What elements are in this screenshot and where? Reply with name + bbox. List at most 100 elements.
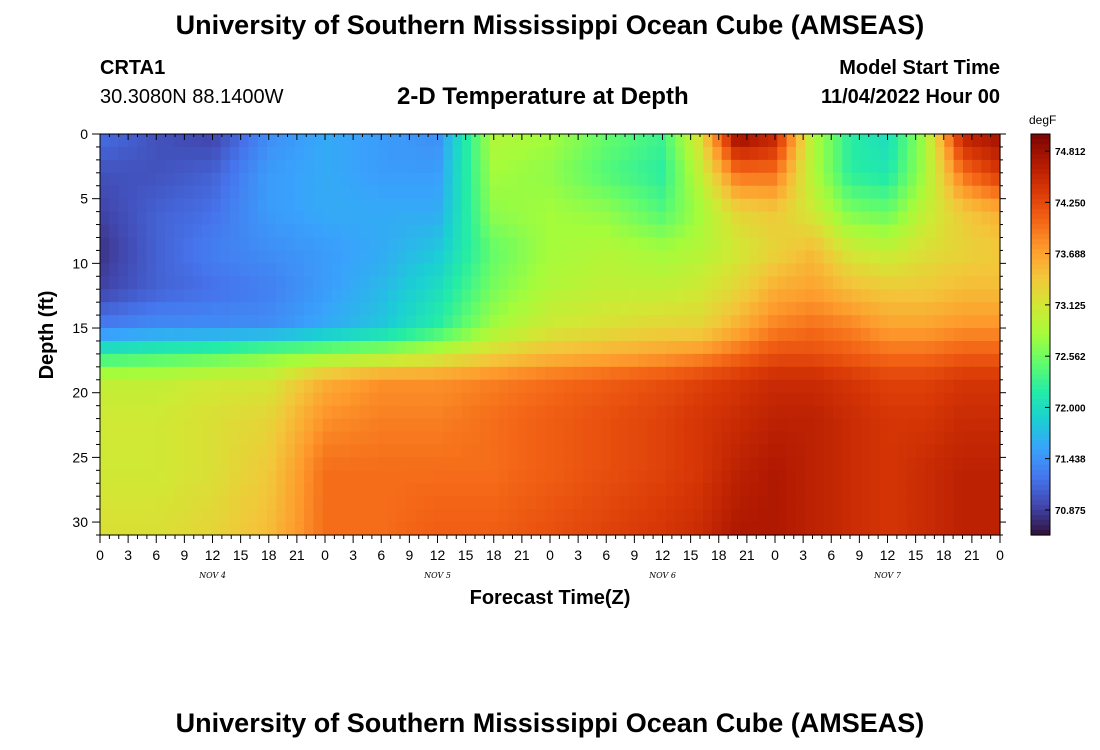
heatmap-cell xyxy=(424,185,435,200)
heatmap-cell xyxy=(656,509,667,523)
colorbar-label: 72.562 xyxy=(1055,352,1086,363)
heatmap-cell xyxy=(842,224,853,239)
heatmap-cell xyxy=(498,250,509,264)
colorbar-unit: degF xyxy=(1029,113,1056,127)
heatmap-cell xyxy=(174,172,185,187)
heatmap-cell xyxy=(916,172,927,187)
heatmap-cell xyxy=(925,392,936,407)
heatmap-cell xyxy=(489,198,500,213)
heatmap-cell xyxy=(962,302,973,316)
heatmap-cell xyxy=(610,392,621,407)
heatmap-cell xyxy=(563,483,574,497)
heatmap-cell xyxy=(563,522,574,536)
heatmap-cell xyxy=(359,237,370,252)
heatmap-cell xyxy=(517,146,528,161)
colorbar-band xyxy=(1031,529,1050,536)
heatmap-cell xyxy=(740,134,751,148)
heatmap-cell xyxy=(183,198,194,213)
heatmap-cell xyxy=(248,328,259,342)
heatmap-cell xyxy=(962,328,973,342)
heatmap-cell xyxy=(647,405,658,420)
heatmap-cell xyxy=(703,198,713,213)
heatmap-cell xyxy=(990,431,1001,446)
heatmap-cell xyxy=(554,146,565,161)
heatmap-cell xyxy=(452,366,463,381)
heatmap-cell xyxy=(582,366,593,381)
heatmap-cell xyxy=(749,211,760,226)
heatmap-cell xyxy=(322,470,333,484)
heatmap-cell xyxy=(267,134,277,148)
colorbar-band xyxy=(1031,279,1050,285)
heatmap-cell xyxy=(461,418,472,433)
colorbar-band xyxy=(1031,249,1050,255)
heatmap-cell xyxy=(703,470,713,484)
heatmap-cell xyxy=(350,431,361,446)
heatmap-cell xyxy=(359,224,370,239)
heatmap-cell xyxy=(935,185,945,200)
heatmap-cell xyxy=(434,134,444,148)
heatmap-cell xyxy=(443,444,454,458)
heatmap-cell xyxy=(777,444,788,458)
heatmap-cell xyxy=(935,366,945,381)
heatmap-cell xyxy=(118,185,129,200)
heatmap-cell xyxy=(805,276,816,290)
heatmap-cell xyxy=(526,302,537,316)
heatmap-cell xyxy=(749,418,760,433)
heatmap-cell xyxy=(406,134,417,148)
heatmap-cell xyxy=(285,276,296,290)
heatmap-cell xyxy=(768,457,778,471)
heatmap-cell xyxy=(443,418,454,433)
heatmap-cell xyxy=(378,146,389,161)
heatmap-cell xyxy=(860,418,871,433)
heatmap-cell xyxy=(758,315,769,329)
heatmap-cell xyxy=(109,172,120,187)
heatmap-cell xyxy=(925,522,936,536)
heatmap-cell xyxy=(183,470,194,484)
heatmap-cell xyxy=(118,353,129,368)
heatmap-cell xyxy=(619,328,630,342)
heatmap-cell xyxy=(359,496,370,510)
heatmap-cell xyxy=(601,302,611,316)
heatmap-cell xyxy=(396,159,407,174)
colorbar-band xyxy=(1031,354,1050,361)
heatmap-cell xyxy=(573,379,584,394)
heatmap-cell xyxy=(554,509,565,523)
colorbar-band xyxy=(1031,134,1050,140)
heatmap-cell xyxy=(888,315,899,329)
heatmap-cell xyxy=(972,379,983,394)
heatmap-cell xyxy=(118,159,129,174)
heatmap-cell xyxy=(712,340,723,355)
heatmap-cell xyxy=(424,146,435,161)
heatmap-cell xyxy=(174,302,185,316)
heatmap-cell xyxy=(675,392,686,407)
heatmap-cell xyxy=(990,211,1001,226)
heatmap-cell xyxy=(972,263,983,277)
heatmap-cell xyxy=(879,379,890,394)
colorbar-band xyxy=(1031,339,1050,346)
x-tick-label: 18 xyxy=(486,547,502,563)
heatmap-cell xyxy=(220,315,231,329)
heatmap-cell xyxy=(619,509,630,523)
heatmap-cell xyxy=(925,159,936,174)
heatmap-cell xyxy=(962,522,973,536)
heatmap-cell xyxy=(972,211,983,226)
heatmap-cell xyxy=(322,392,333,407)
heatmap-cell xyxy=(814,366,825,381)
heatmap-cell xyxy=(257,198,268,213)
heatmap-cell xyxy=(749,328,760,342)
colorbar-band xyxy=(1031,304,1050,311)
heatmap-cell xyxy=(461,224,472,239)
heatmap-cell xyxy=(192,522,203,536)
heatmap-cell xyxy=(758,263,769,277)
heatmap-cell xyxy=(350,263,361,277)
heatmap-cell xyxy=(294,134,305,148)
heatmap-cell xyxy=(665,483,676,497)
heatmap-cell xyxy=(721,263,732,277)
heatmap-cell xyxy=(842,353,853,368)
heatmap-cell xyxy=(693,405,704,420)
heatmap-cell xyxy=(879,328,890,342)
heatmap-cell xyxy=(536,392,546,407)
heatmap-cell xyxy=(229,159,240,174)
heatmap-cell xyxy=(313,340,324,355)
